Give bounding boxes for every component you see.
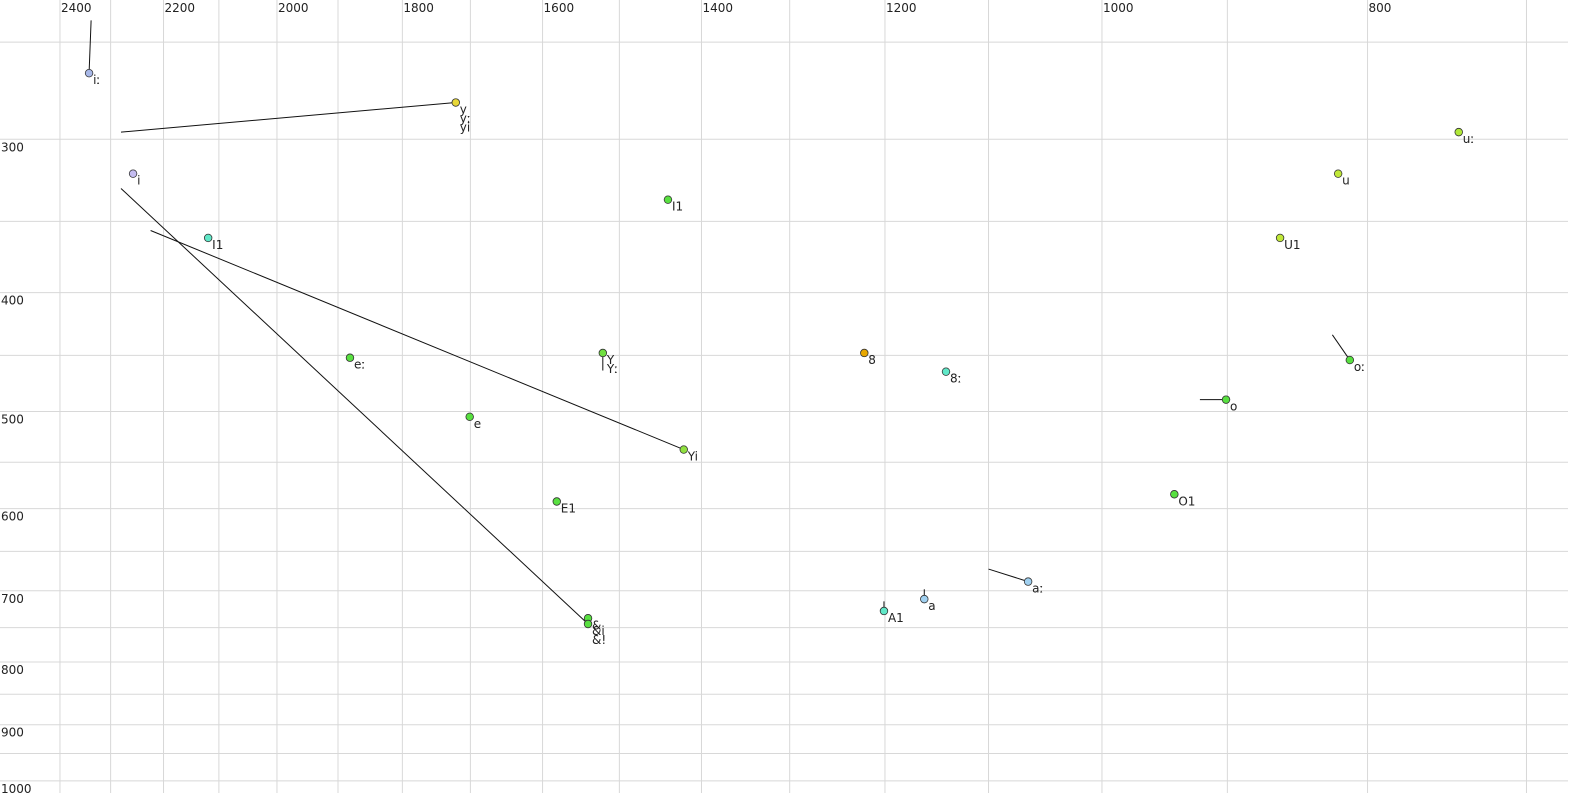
x-tick-label: 1600 [544, 1, 575, 15]
vowel-label: E1 [561, 502, 576, 516]
x-tick-label: 1200 [886, 1, 917, 15]
y-tick-label: 800 [1, 663, 24, 677]
vowel-label: & [592, 618, 601, 632]
vowel-label: u [1342, 174, 1350, 188]
y-tick-label: 300 [1, 140, 24, 154]
y-tick-label: 500 [1, 413, 24, 427]
x-tick-label: 800 [1369, 1, 1392, 15]
vowel-label: Yi [687, 450, 698, 464]
vowel-point [920, 594, 929, 604]
vowel-point [860, 348, 869, 358]
x-tick-label: 1000 [1103, 1, 1134, 15]
x-tick-label: 2000 [278, 1, 309, 15]
trajectory [120, 188, 589, 625]
vowel-label: eː [354, 358, 365, 372]
vowel-label: 8ː [950, 372, 962, 386]
vowel-label: iː [93, 73, 100, 87]
y-tick-label: 1000 [1, 782, 32, 796]
x-tick-label: 2200 [165, 1, 196, 15]
vowel-label: Yː [606, 362, 618, 376]
vowel-label: aː [1032, 582, 1043, 596]
vowel-point [451, 98, 460, 107]
vowel-point [598, 348, 608, 358]
vowel-label: I1 [212, 238, 223, 252]
vowel-point [128, 169, 138, 178]
trajectory [88, 20, 92, 74]
vowel-point [583, 619, 593, 629]
vowel-label: A1 [888, 611, 904, 625]
vowel-point [465, 412, 474, 422]
vowel-label: yː [460, 112, 471, 126]
vowel-label: a [928, 599, 935, 613]
vowel-label: uː [1463, 132, 1475, 146]
vowel-point [1221, 395, 1231, 404]
y-tick-label: 400 [1, 294, 24, 308]
trajectory [988, 568, 1029, 583]
vowel-label: i [137, 174, 140, 188]
trajectory [120, 102, 456, 133]
vowel-point [1023, 577, 1033, 586]
vowel-label: 8 [868, 353, 876, 367]
vowel-point [941, 367, 951, 376]
vowel-point [1345, 355, 1355, 365]
vowel-label: yi [460, 121, 470, 135]
vowel-label: O1 [1178, 494, 1195, 508]
vowel-point [1170, 490, 1179, 499]
vowel-label: o [1230, 400, 1237, 414]
vowel-label: Y [606, 353, 615, 367]
vowel-point [1454, 127, 1463, 137]
trajectory [1331, 334, 1351, 361]
vowel-label: &! [592, 633, 606, 647]
y-tick-label: 900 [1, 726, 24, 740]
vowel-point [345, 353, 355, 362]
vowel-label: e [474, 417, 481, 431]
vowel-label: I1 [672, 200, 683, 214]
vowel-point [552, 497, 561, 506]
y-tick-label: 600 [1, 510, 24, 524]
vowel-point [1333, 169, 1343, 178]
x-tick-label: 2400 [61, 1, 92, 15]
vowel-point [203, 233, 213, 243]
vowel-point [84, 68, 94, 78]
vowel-label: oː [1354, 360, 1365, 374]
vowel-label: U1 [1284, 238, 1300, 252]
vowel-point [879, 606, 889, 616]
vowel-point [679, 445, 688, 454]
vowel-label: y [460, 103, 467, 117]
vowel-point [663, 195, 673, 204]
vowel-point [1275, 233, 1285, 243]
x-tick-label: 1400 [702, 1, 733, 15]
y-tick-label: 700 [1, 592, 24, 606]
trajectory [150, 230, 684, 451]
vowel-label: &i [592, 624, 605, 638]
x-tick-label: 1800 [403, 1, 434, 15]
